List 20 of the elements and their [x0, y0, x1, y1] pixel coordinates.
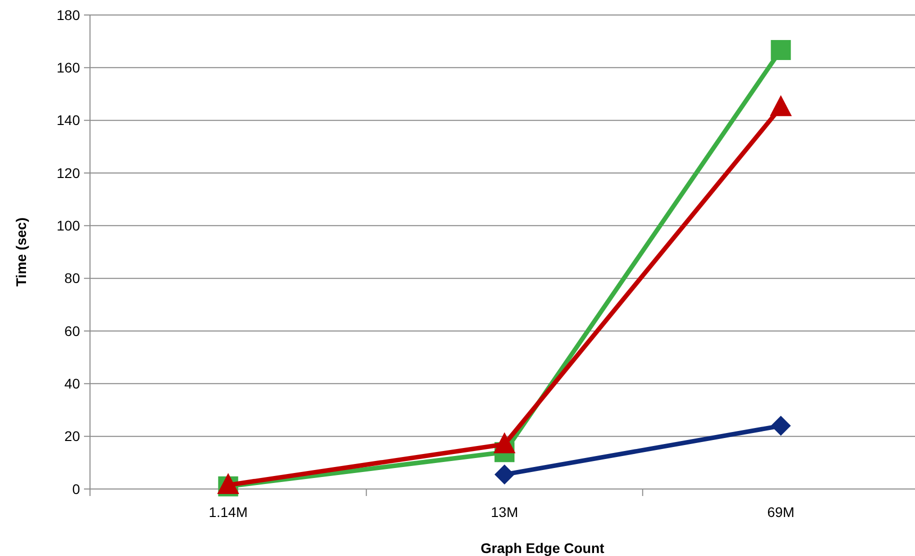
- y-tick-label: 180: [56, 6, 80, 23]
- x-tick-label: 13M: [490, 504, 518, 520]
- y-tick-label: 40: [64, 376, 80, 392]
- y-tick-label: 80: [64, 270, 80, 286]
- x-tick-label: 69M: [767, 504, 794, 520]
- y-axis-title: Time (sec): [13, 218, 29, 286]
- y-tick-label: 20: [64, 428, 80, 444]
- x-axis-title: Graph Edge Count: [480, 540, 605, 556]
- point: [494, 464, 514, 485]
- point: [770, 40, 791, 60]
- y-tick-label: 160: [56, 60, 80, 76]
- point: [770, 95, 792, 116]
- y-tick-label: 100: [56, 218, 80, 234]
- y-tick-label: 0: [72, 480, 80, 497]
- y-tick-label: 60: [64, 322, 80, 339]
- y-tick-label: 140: [56, 112, 80, 128]
- x-tick-label: 1.14M: [208, 504, 248, 520]
- point: [770, 416, 791, 436]
- y-tick-label: 120: [56, 164, 80, 181]
- point: [494, 432, 516, 454]
